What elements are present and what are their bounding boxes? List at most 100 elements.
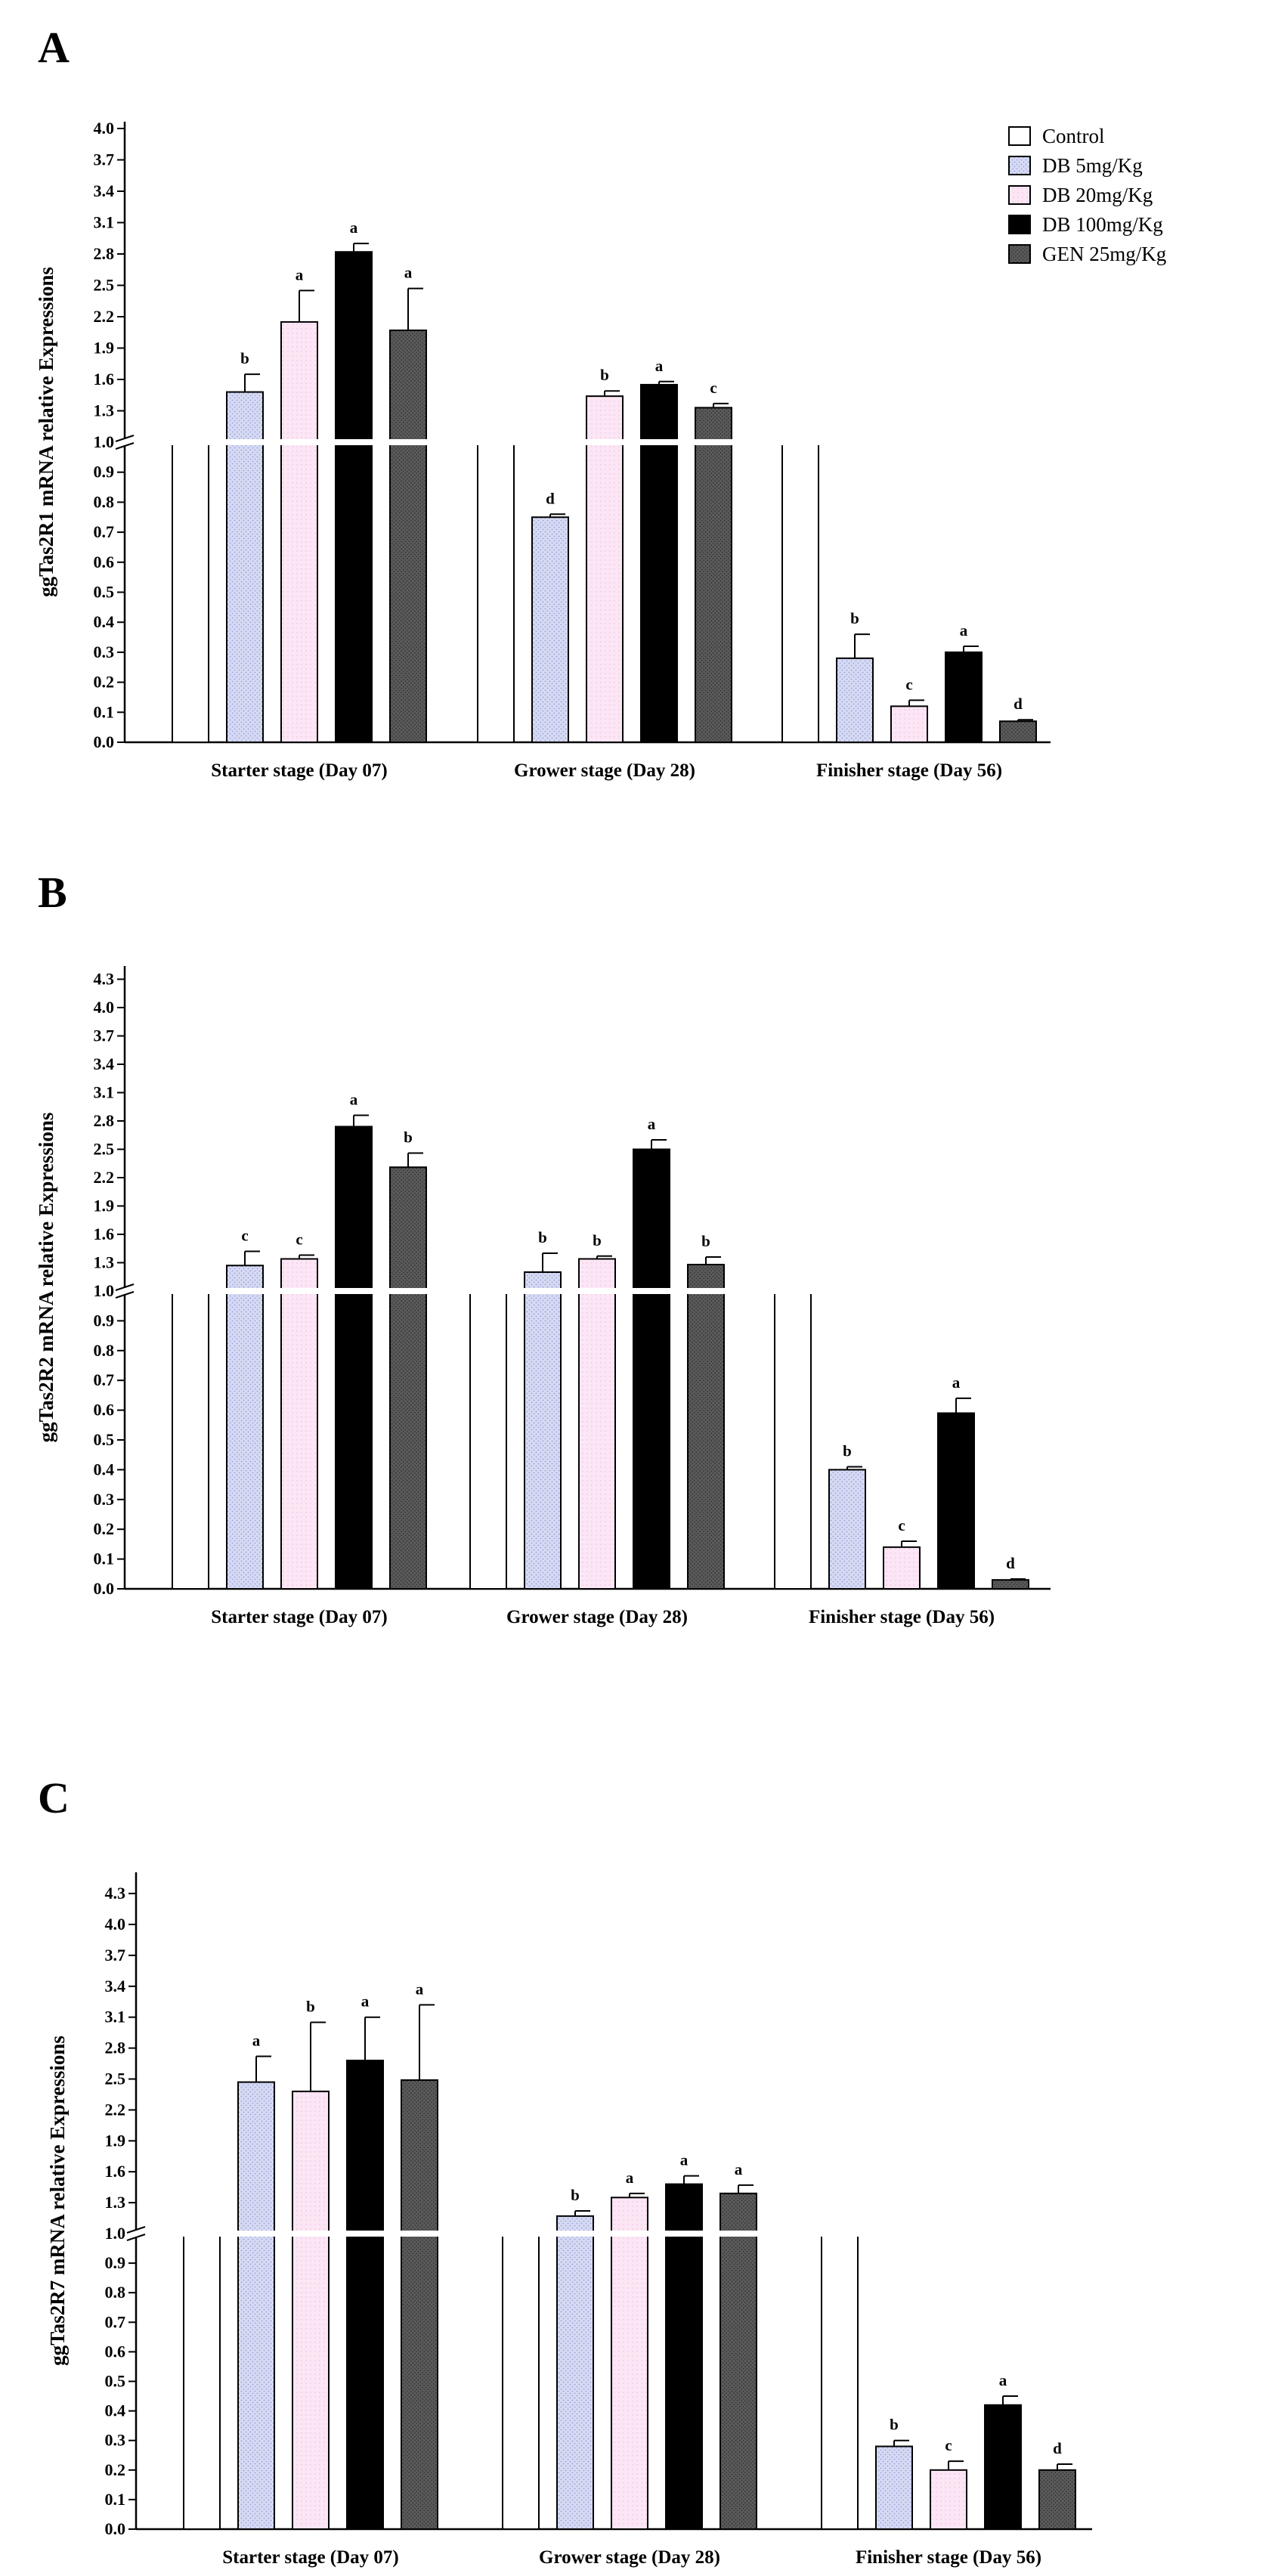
y-tick-label: 0.2	[94, 1519, 115, 1538]
bar	[1038, 2469, 1076, 2531]
significance-label: b	[600, 366, 609, 384]
bar	[280, 1258, 318, 1590]
y-tick-label: 0.3	[105, 2431, 126, 2450]
bar	[890, 705, 928, 743]
significance-label: d	[546, 489, 555, 507]
significance-label: a	[999, 2371, 1007, 2389]
y-tick-label: 0.5	[94, 1430, 115, 1449]
bar	[930, 2469, 967, 2531]
panel-label: A	[38, 23, 70, 72]
y-axis-label: ggTas2R7 mRNA relative Expressions	[46, 2036, 69, 2366]
bar	[586, 395, 624, 744]
y-tick-label: 3.7	[94, 1026, 115, 1045]
category-label: Finisher stage (Day 56)	[816, 760, 1002, 781]
legend-swatch	[1008, 215, 1031, 234]
significance-label: a	[626, 2169, 634, 2187]
y-tick-label: 3.4	[94, 181, 115, 200]
y-tick-label: 0.5	[105, 2372, 126, 2391]
y-tick-label: 1.9	[94, 339, 115, 358]
y-tick-label: 1.3	[105, 2193, 126, 2212]
significance-label: a	[648, 1115, 656, 1133]
y-tick-label: 2.5	[94, 1140, 115, 1159]
bar	[280, 320, 318, 743]
legend: Control DB 5mg/Kg DB 20mg/Kg DB 100mg/Kg GEN…	[1008, 125, 1166, 265]
y-tick-label: 0.0	[105, 2519, 126, 2538]
y-tick-label: 1.3	[94, 401, 115, 420]
significance-label: b	[571, 2186, 580, 2204]
bar	[945, 651, 983, 744]
significance-label: c	[710, 379, 716, 397]
bar	[226, 391, 264, 743]
category-label: Starter stage (Day 07)	[211, 1607, 388, 1627]
category-label: Starter stage (Day 07)	[211, 760, 388, 781]
legend-entry: GEN 25mg/Kg	[1042, 243, 1166, 265]
y-tick-label: 0.3	[94, 1490, 115, 1509]
y-tick-label: 1.0	[94, 1281, 115, 1300]
significance-label: b	[843, 1441, 852, 1460]
bar	[875, 2445, 913, 2531]
y-tick-label: 0.8	[94, 492, 115, 511]
y-tick-label: 0.5	[94, 583, 115, 602]
y-tick-label: 1.6	[94, 370, 115, 389]
y-tick-label: 2.5	[94, 276, 115, 295]
y-tick-label: 1.9	[94, 1197, 115, 1215]
y-tick-label: 0.4	[94, 1460, 115, 1478]
y-tick-label: 1.9	[105, 2131, 126, 2150]
y-tick-label: 4.0	[105, 1915, 126, 1934]
bar	[611, 2197, 648, 2531]
axis-break-mark	[126, 2226, 146, 2234]
y-tick-label: 0.1	[105, 2490, 126, 2509]
legend-entry: DB 20mg/Kg	[1042, 184, 1153, 206]
bar	[999, 720, 1037, 744]
significance-label: a	[404, 264, 413, 282]
category-label: Grower stage (Day 28)	[539, 2547, 720, 2568]
y-tick-label: 0.9	[105, 2253, 126, 2272]
y-tick-label: 3.1	[94, 1083, 115, 1102]
bar	[335, 1125, 373, 1590]
significance-label: b	[593, 1231, 602, 1249]
bar	[821, 2233, 859, 2530]
bar	[172, 1290, 209, 1590]
y-tick-label: 2.8	[94, 1111, 115, 1130]
y-tick-label: 0.2	[94, 673, 115, 692]
significance-label: a	[952, 1373, 961, 1392]
bar	[781, 441, 819, 743]
y-tick-label: 0.7	[94, 1370, 115, 1389]
bar	[237, 2081, 275, 2531]
y-tick-label: 0.9	[94, 463, 115, 481]
y-tick-label: 0.7	[94, 522, 115, 541]
y-tick-label: 1.6	[105, 2162, 126, 2181]
legend-entry: Control	[1042, 125, 1105, 147]
significance-label: c	[898, 1516, 905, 1534]
y-tick-label: 3.4	[94, 1054, 115, 1073]
bar	[172, 441, 209, 743]
y-tick-label: 1.0	[94, 432, 115, 451]
axis-break-mark	[126, 2234, 146, 2241]
significance-label: b	[240, 349, 249, 367]
y-tick-label: 3.1	[105, 2008, 126, 2026]
bar	[335, 251, 373, 743]
y-tick-label: 0.0	[94, 732, 115, 751]
y-tick-label: 2.2	[94, 307, 115, 326]
y-tick-label: 0.6	[94, 553, 115, 571]
y-axis-label: ggTas2R1 mRNA relative Expressions	[35, 267, 57, 597]
significance-label: a	[735, 2160, 743, 2178]
legend-swatch	[1008, 244, 1031, 264]
bar	[828, 1469, 866, 1590]
significance-label: a	[350, 1091, 358, 1109]
significance-label: b	[850, 609, 859, 627]
y-tick-label: 2.2	[94, 1168, 115, 1187]
significance-label: a	[960, 621, 968, 639]
significance-label: b	[404, 1129, 413, 1147]
y-tick-label: 4.3	[105, 1884, 126, 1903]
significance-label: d	[1053, 2439, 1062, 2457]
bar	[984, 2404, 1022, 2531]
y-tick-label: 0.8	[105, 2283, 126, 2302]
bar	[502, 2233, 540, 2530]
significance-label: b	[890, 2416, 899, 2434]
bar	[937, 1412, 975, 1590]
